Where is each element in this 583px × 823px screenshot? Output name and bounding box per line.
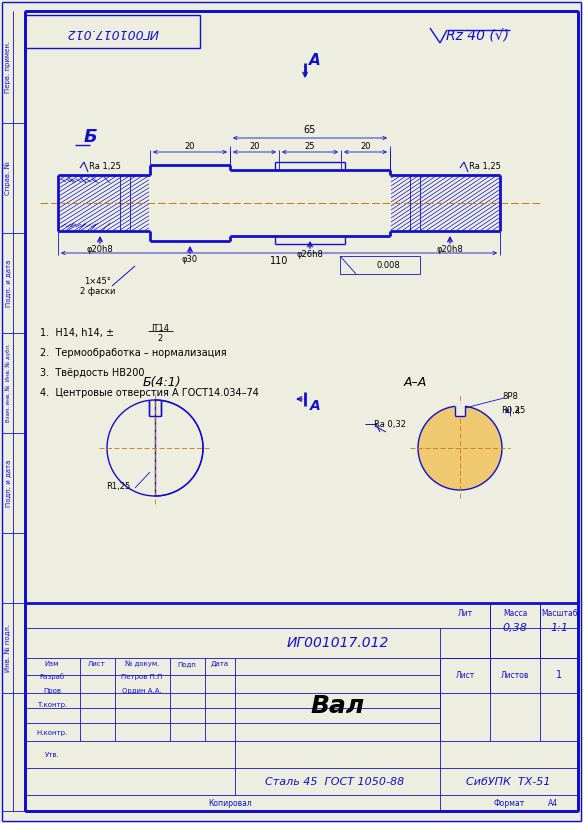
Text: φ20h8: φ20h8 [87, 244, 113, 253]
Text: ИГ001017.012: ИГ001017.012 [286, 636, 389, 650]
Circle shape [418, 406, 502, 490]
Text: Ra 0,32: Ra 0,32 [374, 420, 406, 429]
Text: Лист: Лист [455, 671, 475, 680]
Text: Масса: Масса [503, 608, 527, 617]
Text: 1.  Н14, h14, ±: 1. Н14, h14, ± [40, 328, 114, 338]
Text: Формат: Формат [493, 798, 525, 807]
Text: 65: 65 [304, 125, 316, 135]
Text: Ra 1,25: Ra 1,25 [89, 161, 121, 170]
Text: Н.контр.: Н.контр. [36, 730, 68, 736]
Bar [25, 15, 200, 48]
Bar [455, 404, 465, 416]
Text: СибУПК  ТХ-51: СибУПК ТХ-51 [466, 777, 550, 787]
Text: 1: 1 [556, 670, 562, 680]
Text: 110: 110 [270, 256, 288, 266]
Text: 8Р8: 8Р8 [502, 392, 518, 401]
Text: 25: 25 [305, 142, 315, 151]
Text: Справ. №: Справ. № [5, 161, 11, 195]
Text: Утв.: Утв. [45, 752, 59, 758]
Text: А–А: А–А [403, 375, 427, 388]
Text: Подп: Подп [178, 661, 196, 667]
Text: Ордин А.А.: Ордин А.А. [122, 688, 162, 694]
Text: φ20h8: φ20h8 [437, 244, 463, 253]
Text: Перв. примен.: Перв. примен. [5, 41, 11, 93]
Text: 0.008: 0.008 [376, 261, 400, 269]
Text: Масштаб: Масштаб [541, 608, 577, 617]
Text: Подп. и дата: Подп. и дата [5, 259, 11, 307]
Text: IT14: IT14 [151, 323, 169, 332]
Text: Rz 40 (√): Rz 40 (√) [447, 29, 510, 43]
Text: 20: 20 [185, 142, 195, 151]
Text: 1×45°: 1×45° [85, 277, 111, 286]
Text: № докум.: № докум. [125, 661, 159, 667]
Text: Сталь 45  ГОСТ 1050-88: Сталь 45 ГОСТ 1050-88 [265, 777, 405, 787]
Text: 4: 4 [514, 407, 519, 416]
Text: R1,25: R1,25 [106, 481, 130, 491]
Text: ИГ001017.012: ИГ001017.012 [66, 26, 158, 39]
Text: Ra 1,25: Ra 1,25 [469, 161, 501, 170]
Text: R0,25: R0,25 [501, 406, 525, 415]
Text: Листов: Листов [501, 671, 529, 680]
Text: 0,38: 0,38 [503, 623, 528, 633]
Text: Т.контр.: Т.контр. [37, 702, 67, 708]
Text: Лит: Лит [458, 608, 473, 617]
Text: Б(4:1): Б(4:1) [143, 375, 181, 388]
Text: Разраб: Разраб [40, 673, 65, 681]
Text: φ26h8: φ26h8 [297, 249, 324, 258]
Circle shape [107, 400, 203, 496]
Text: 20: 20 [360, 142, 371, 151]
Text: Подп. и дата: Подп. и дата [5, 459, 11, 507]
Text: Дата: Дата [211, 661, 229, 667]
Text: Б: Б [83, 128, 97, 146]
Bar [149, 400, 161, 416]
Text: Петров П.П: Петров П.П [121, 674, 163, 680]
Text: Инв. № подл.: Инв. № подл. [5, 624, 11, 672]
Text: 1:1: 1:1 [550, 623, 568, 633]
Text: 20: 20 [250, 142, 260, 151]
Text: φ30: φ30 [182, 254, 198, 263]
Text: А: А [310, 399, 321, 413]
Text: Вал: Вал [310, 694, 364, 718]
Text: 2: 2 [157, 333, 163, 342]
Text: Лист: Лист [88, 661, 106, 667]
Text: 2 фаски: 2 фаски [80, 286, 115, 295]
Text: Копировал: Копировал [208, 798, 252, 807]
Text: 4.  Центровые отверстия А ГОСТ14.034–74: 4. Центровые отверстия А ГОСТ14.034–74 [40, 388, 259, 398]
Text: Пров: Пров [43, 688, 61, 694]
Text: Взам. инв. №  Инв. № дубл.: Взам. инв. № Инв. № дубл. [5, 344, 11, 422]
Text: 2.  Термообработка – нормализация: 2. Термообработка – нормализация [40, 348, 227, 358]
Bar [340, 256, 420, 274]
Text: А4: А4 [548, 798, 558, 807]
Text: 3.  Твёрдость HB200: 3. Твёрдость HB200 [40, 368, 145, 378]
Text: А: А [309, 53, 321, 67]
Text: Изм: Изм [45, 661, 59, 667]
